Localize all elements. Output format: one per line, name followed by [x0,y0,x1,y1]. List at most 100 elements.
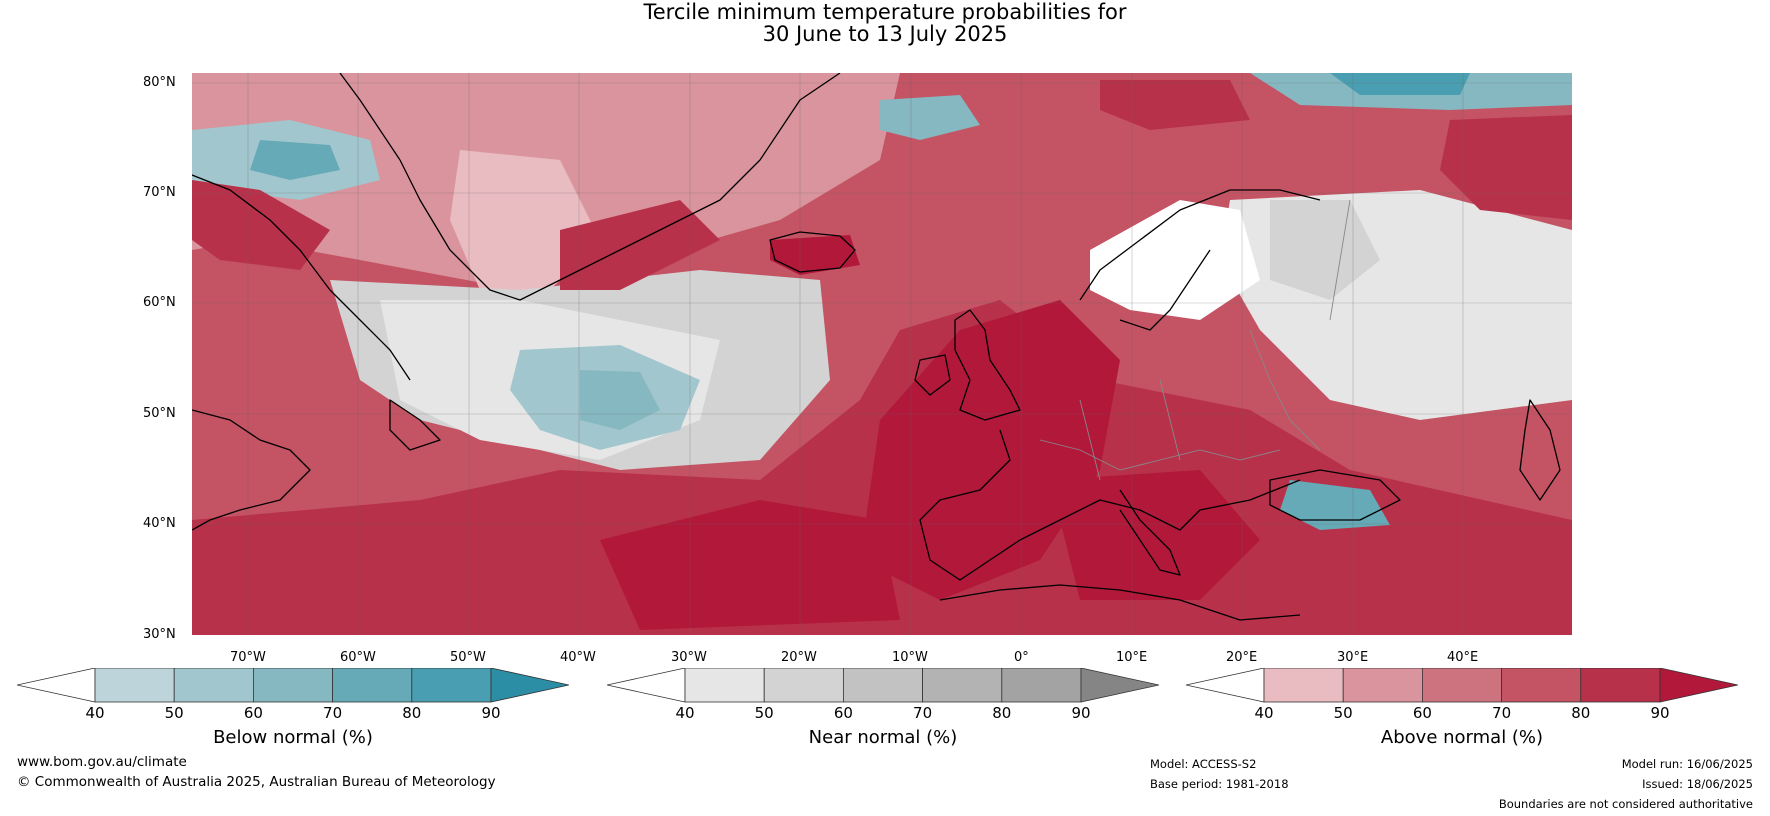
lon-tick-60w: 60°W [340,650,376,665]
colorbar-tick-60: 60 [833,704,853,722]
coastline-great-britain [954,309,1021,421]
coastline-europe [919,429,1301,581]
region-below-normal-arctic-core [1330,73,1470,95]
colorbar-near-normal [607,668,1159,703]
region-white-scandinavia [1090,200,1260,320]
lon-tick-10e: 10°E [1116,650,1148,665]
region-red-siberia [1440,115,1572,220]
colorbar-tick-40: 40 [675,704,695,722]
colorbar-tick-90: 90 [481,704,501,722]
lat-tick-30n: 30°N [143,627,176,642]
colorbar-tick-60: 60 [1412,704,1432,722]
coastlines [192,73,1561,621]
map-title-line1: Tercile minimum temperature probabilitie… [643,0,1127,24]
coastline-baffin [192,174,411,381]
region-below-normal-blacksea [1280,480,1390,530]
footer-base-period: Base period: 1981-2018 [1150,777,1289,791]
lat-tick-50n: 50°N [143,406,176,421]
coastline-greenland-west [339,73,401,161]
colorbar-tick-70: 70 [1492,704,1512,722]
lat-tick-80n: 80°N [143,75,176,90]
coastline-labrador [192,409,311,531]
colorbar-tick-80: 80 [992,704,1012,722]
colorbar-tick-60: 60 [243,704,263,722]
lon-tick-30e: 30°E [1337,650,1369,665]
coastline-italy [1119,489,1181,576]
colorbar-tick-90: 90 [1071,704,1091,722]
colorbar-bin-40 [94,668,175,703]
colorbar-tick-70: 70 [323,704,343,722]
colorbar-bin-50 [173,668,254,703]
colorbar-bin-70 [1501,668,1582,703]
colorbar-bin-50 [763,668,844,703]
coastline-norway [1079,189,1321,301]
lon-tick-40w: 40°W [560,650,596,665]
footer-model-run: Model run: 16/06/2025 [1621,757,1753,771]
colorbar-tick-80: 80 [402,704,422,722]
coastline-black-sea [1269,469,1401,521]
lat-tick-40n: 40°N [143,516,176,531]
coastline-greenland [399,73,841,301]
footer-copyright: © Commonwealth of Australia 2025, Austra… [17,774,496,790]
colorbar-label-near-normal: Near normal (%) [808,727,958,748]
coastline-iceland [769,231,856,273]
colorbar-extension-low [17,668,96,703]
colorbar-bin-60 [252,668,333,703]
colorbar-tick-40: 40 [85,704,105,722]
colorbar-bin-80 [411,668,492,703]
colorbar-label-below-normal: Below normal (%) [213,727,373,748]
region-below-normal-norwegian [880,95,980,140]
colorbar-bin-70 [332,668,413,703]
region-red-svalbard [1100,80,1250,130]
colorbar-bin-40 [1263,668,1344,703]
region-red-greenland-coast [560,200,720,290]
colorbar-extension-low [607,668,686,703]
colorbar-extension-high [490,668,569,703]
colorbar-bin-40 [684,668,765,703]
lon-tick-50w: 50°W [450,650,486,665]
lon-tick-10w: 10°W [892,650,928,665]
lat-tick-70n: 70°N [143,185,176,200]
colorbar-tick-50: 50 [754,704,774,722]
colorbar-label-above-normal: Above normal (%) [1380,727,1544,748]
colorbar-tick-70: 70 [913,704,933,722]
region-near-normal-finland [1270,200,1380,300]
region-deep-red-atlantic [600,500,900,630]
region-below-normal-baffin-core [250,140,340,180]
colorbar-bin-80 [1001,668,1082,703]
region-red-baffin-island [192,180,330,270]
colorbar-tick-50: 50 [164,704,184,722]
colorbar-tick-40: 40 [1254,704,1274,722]
colorbar-bin-80 [1580,668,1661,703]
colorbar-tick-50: 50 [1333,704,1353,722]
colorbar-extension-low [1186,668,1265,703]
lon-tick-0: 0° [1014,650,1029,665]
footer-model: Model: ACCESS-S2 [1150,757,1257,771]
colorbar-above-normal [1186,668,1738,703]
lon-tick-30w: 30°W [671,650,707,665]
map-title-line2: 30 June to 13 July 2025 [762,22,1008,46]
colorbar-tick-80: 80 [1571,704,1591,722]
footer-issued: Issued: 18/06/2025 [1642,777,1753,791]
lon-tick-70w: 70°W [230,650,266,665]
coastline-caspian [1519,399,1561,501]
lat-tick-60n: 60°N [143,295,176,310]
lon-tick-40e: 40°E [1447,650,1479,665]
coastline-north-africa [939,584,1301,621]
colorbar-tick-90: 90 [1650,704,1670,722]
colorbar-extension-high [1080,668,1159,703]
region-deep-red-central [860,300,1120,600]
colorbar-bin-60 [842,668,923,703]
colorbar-extension-high [1659,668,1738,703]
country-borders [1039,199,1351,481]
coastline-ireland [914,354,951,396]
colorbar-bin-70 [922,668,1003,703]
footer-url: www.bom.gov.au/climate [17,754,187,770]
graticule [192,73,1572,635]
colorbar-bin-50 [1342,668,1423,703]
lon-tick-20w: 20°W [781,650,817,665]
region-below-normal-atlantic-core [580,370,660,430]
coastline-newfoundland [389,399,441,451]
footer-disclaimer: Boundaries are not considered authoritat… [1498,797,1753,811]
